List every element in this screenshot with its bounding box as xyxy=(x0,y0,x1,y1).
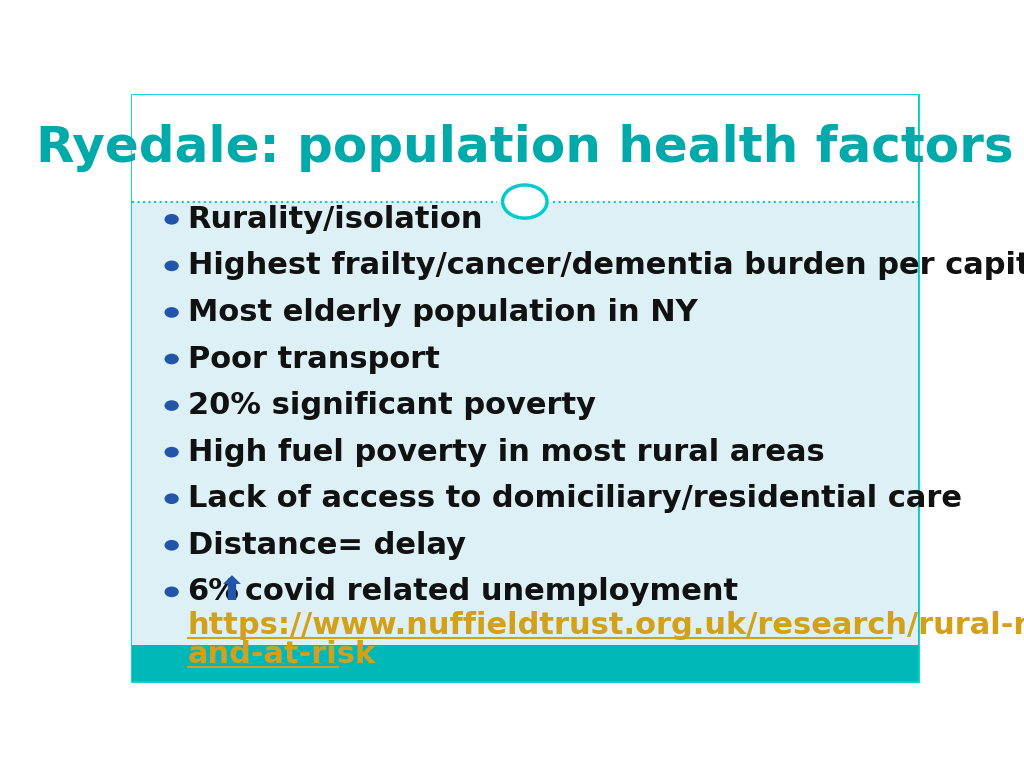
FancyBboxPatch shape xyxy=(132,95,918,201)
Text: Ryedale: population health factors: Ryedale: population health factors xyxy=(36,124,1014,172)
Text: 20% significant poverty: 20% significant poverty xyxy=(187,391,596,420)
Text: Highest frailty/cancer/dementia burden per capita: Highest frailty/cancer/dementia burden p… xyxy=(187,251,1024,280)
Circle shape xyxy=(165,587,179,598)
Circle shape xyxy=(165,540,179,551)
Text: High fuel poverty in most rural areas: High fuel poverty in most rural areas xyxy=(187,438,824,467)
Text: Distance= delay: Distance= delay xyxy=(187,531,466,560)
FancyBboxPatch shape xyxy=(132,201,918,645)
Circle shape xyxy=(165,447,179,458)
Text: https://www.nuffieldtrust.org.uk/research/rural-remote-: https://www.nuffieldtrust.org.uk/researc… xyxy=(187,611,1024,640)
Text: Rurality/isolation: Rurality/isolation xyxy=(187,205,483,233)
Circle shape xyxy=(165,400,179,411)
Text: Lack of access to domiciliary/residential care: Lack of access to domiciliary/residentia… xyxy=(187,484,962,513)
Text: ⬆: ⬆ xyxy=(218,574,246,607)
Text: and-at-risk: and-at-risk xyxy=(187,640,376,669)
Circle shape xyxy=(165,307,179,318)
Circle shape xyxy=(503,185,547,218)
Circle shape xyxy=(165,354,179,364)
Circle shape xyxy=(165,214,179,224)
Circle shape xyxy=(165,260,179,271)
Circle shape xyxy=(165,493,179,504)
Text: 6%: 6% xyxy=(187,578,240,607)
FancyBboxPatch shape xyxy=(132,95,918,680)
FancyBboxPatch shape xyxy=(132,645,918,680)
Text: covid related unemployment: covid related unemployment xyxy=(246,578,738,607)
Text: Poor transport: Poor transport xyxy=(187,345,439,373)
Text: Most elderly population in NY: Most elderly population in NY xyxy=(187,298,697,327)
